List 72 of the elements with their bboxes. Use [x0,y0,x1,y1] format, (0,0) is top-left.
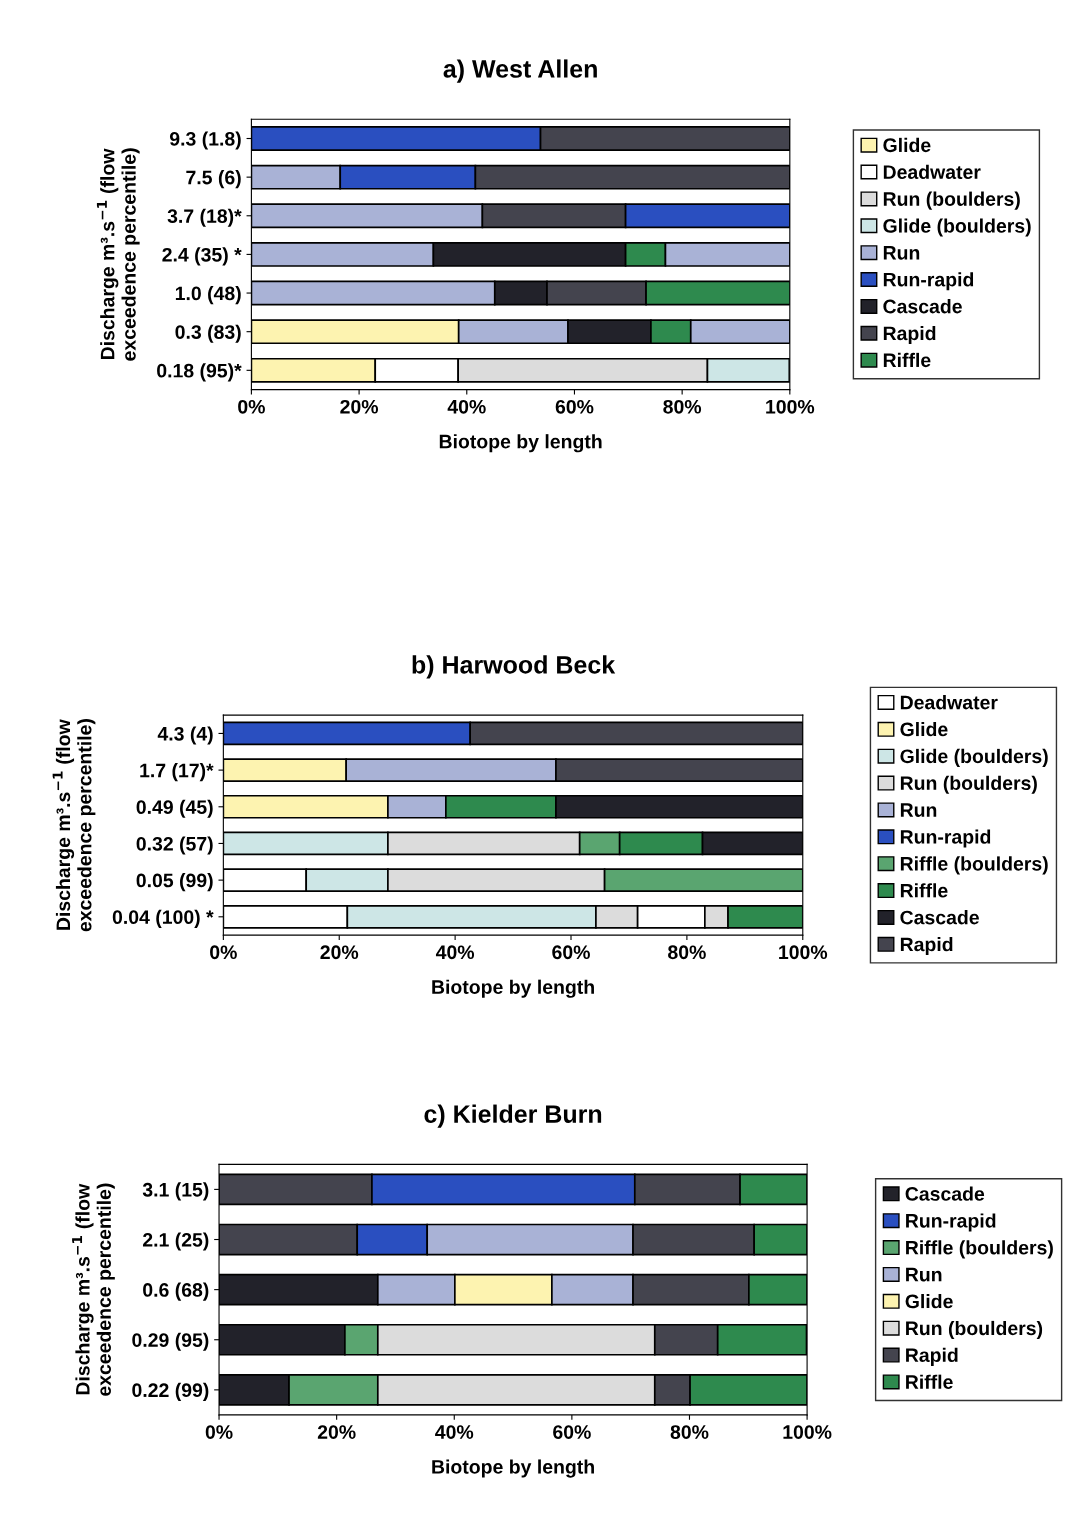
y-tick-label: 0.04 (100) * [112,909,214,928]
x-tick-label: 40% [435,1425,474,1439]
x-tick-label: 100% [766,399,815,414]
legend-label: Riffle [906,1374,953,1389]
x-axis-title: Biotope by length [432,1459,594,1478]
y-tick-label: 0.05 (99) [136,873,213,892]
y-tick-label: 4.3 (4) [157,726,213,745]
legend-label: Run [900,803,937,817]
legend-label: Cascade [905,1186,985,1201]
legend-label: Run-rapid [906,1213,996,1232]
legend-label: Run-rapid [883,272,974,291]
legend-label: Riffle [883,352,931,368]
chart-title: b) Harwood Beck [412,655,616,679]
x-tick-label: 100% [779,945,828,960]
y-tick-label: 2.1 (25) [142,1232,209,1251]
legend-label: Run [906,1267,942,1282]
legend-label: Cascade [900,910,979,925]
y-tick-label: 0.49 (45) [136,799,213,818]
legend-label: Riffle (boulders) [906,1240,1053,1259]
legend-label: Run [883,246,920,260]
legend-label: Glide (boulders) [900,748,1048,767]
legend-label: Rapid [883,325,936,345]
chart-title: a) West Allen [443,59,597,83]
x-tick-label: 40% [435,945,475,960]
y-tick-label: 0.18 (95)* [157,363,242,382]
y-tick-label: 0.3 (83) [175,324,241,343]
x-axis-title: Biotope by length [439,434,602,453]
legend-label: Deadwater [883,164,981,179]
y-tick-label: 3.7 (18)* [167,208,242,227]
legend-label: Rapid [900,937,953,956]
legend-label: Glide (boulders) [883,218,1031,237]
x-tick-label: 0% [238,399,265,414]
y-tick-label: 2.4 (35) * [162,247,242,266]
x-tick-label: 60% [555,399,594,414]
x-axis-title: Biotope by length [432,979,594,998]
x-tick-label: 20% [340,399,379,414]
x-tick-label: 20% [317,1425,356,1439]
x-tick-label: 100% [783,1425,832,1439]
chart-title: c) Kielder Burn [424,1104,602,1128]
legend-label: Riffle (boulders) [900,856,1048,875]
x-tick-label: 60% [552,945,590,960]
x-tick-label: 60% [553,1425,591,1439]
x-tick-label: 80% [663,399,702,414]
legend-label: Rapid [906,1347,958,1366]
legend-label: Glide [883,137,931,153]
y-tick-label: 0.29 (95) [132,1332,209,1351]
legend-label: Run (boulders) [900,775,1037,794]
y-tick-label: 3.1 (15) [142,1182,209,1201]
legend-label: Riffle [900,883,948,898]
y-tick-label: 1.0 (48) [175,286,241,305]
y-axis-title: Discharge m³.s$^{−1}$ (flow exceedence percentile) [96,148,140,361]
x-tick-label: 80% [670,1425,709,1439]
x-tick-label: 20% [320,945,359,960]
y-tick-label: 9.3 (1.8) [169,131,241,150]
y-tick-label: 0.6 (68) [143,1282,209,1301]
legend-label: Run-rapid [900,829,991,848]
x-tick-label: 80% [668,945,706,960]
y-tick-label: 0.22 (99) [132,1382,209,1401]
legend-label: Run (boulders) [906,1320,1043,1340]
legend-label: Glide [900,721,948,737]
legend-label: Run (boulders) [883,191,1020,210]
legend-label: Cascade [883,299,962,314]
x-tick-label: 0% [210,945,237,960]
legend-label: Glide [905,1294,953,1309]
x-tick-label: 40% [447,399,486,414]
y-tick-label: 7.5 (6) [186,170,241,189]
y-tick-label: 0.32 (57) [136,836,213,855]
y-tick-label: 1.7 (17)* [140,763,214,782]
legend-label: Deadwater [900,695,998,710]
y-axis-title: Discharge m³.s$^{−1}$ (flow exceedence percentile) [72,1183,115,1396]
x-tick-label: 0% [205,1425,233,1439]
y-axis-title: Discharge m³.s$^{−1}$ (flow exceedence percentile) [52,719,96,932]
